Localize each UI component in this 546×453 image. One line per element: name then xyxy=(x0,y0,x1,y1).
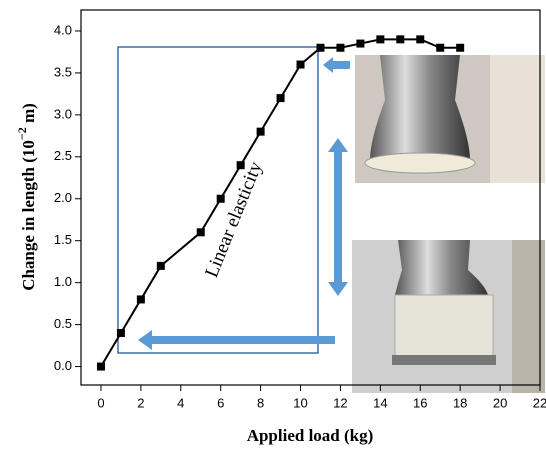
data-point xyxy=(297,61,305,69)
x-tick-label: 20 xyxy=(493,395,507,410)
x-axis-label: Applied load (kg) xyxy=(247,426,374,445)
y-tick-label: 3.5 xyxy=(54,64,72,79)
data-point xyxy=(356,40,364,48)
y-tick-label: 0.5 xyxy=(54,316,72,331)
y-tick-label: 1.5 xyxy=(54,232,72,247)
data-point xyxy=(237,161,245,169)
chart: Linear elasticity 02468101214161820220.0… xyxy=(0,0,546,448)
data-point xyxy=(217,195,225,203)
x-tick-label: 22 xyxy=(533,395,546,410)
photo-top xyxy=(355,55,545,183)
x-tick-label: 0 xyxy=(97,395,104,410)
data-point xyxy=(197,228,205,236)
x-tick-label: 16 xyxy=(413,395,427,410)
y-tick-label: 2.5 xyxy=(54,148,72,163)
data-point xyxy=(117,329,125,337)
data-point xyxy=(376,35,384,43)
data-point xyxy=(97,363,105,371)
data-point xyxy=(316,44,324,52)
data-point xyxy=(277,94,285,102)
y-label-text: Change in length (10 xyxy=(19,140,38,291)
y-tick-label: 3.0 xyxy=(54,106,72,121)
x-tick-label: 4 xyxy=(177,395,184,410)
data-point xyxy=(336,44,344,52)
x-tick-label: 2 xyxy=(137,395,144,410)
y-tick-label: 2.0 xyxy=(54,190,72,205)
x-tick-label: 12 xyxy=(333,395,347,410)
x-tick-label: 8 xyxy=(257,395,264,410)
x-tick-label: 18 xyxy=(453,395,467,410)
y-label-unit: m) xyxy=(19,103,38,127)
y-tick-label: 1.0 xyxy=(54,274,72,289)
data-point xyxy=(456,44,464,52)
x-tick-label: 10 xyxy=(293,395,307,410)
data-point xyxy=(436,44,444,52)
data-point xyxy=(396,35,404,43)
y-label-exponent: −2 xyxy=(15,127,29,140)
y-axis-label: Change in length (10−2 m) xyxy=(15,103,38,291)
photo-bottom xyxy=(352,240,545,393)
data-point xyxy=(137,295,145,303)
x-tick-label: 14 xyxy=(373,395,387,410)
x-tick-label: 6 xyxy=(217,395,224,410)
data-point xyxy=(157,262,165,270)
data-point xyxy=(416,35,424,43)
y-tick-label: 0.0 xyxy=(54,358,72,373)
data-point xyxy=(257,128,265,136)
y-tick-label: 4.0 xyxy=(54,22,72,37)
